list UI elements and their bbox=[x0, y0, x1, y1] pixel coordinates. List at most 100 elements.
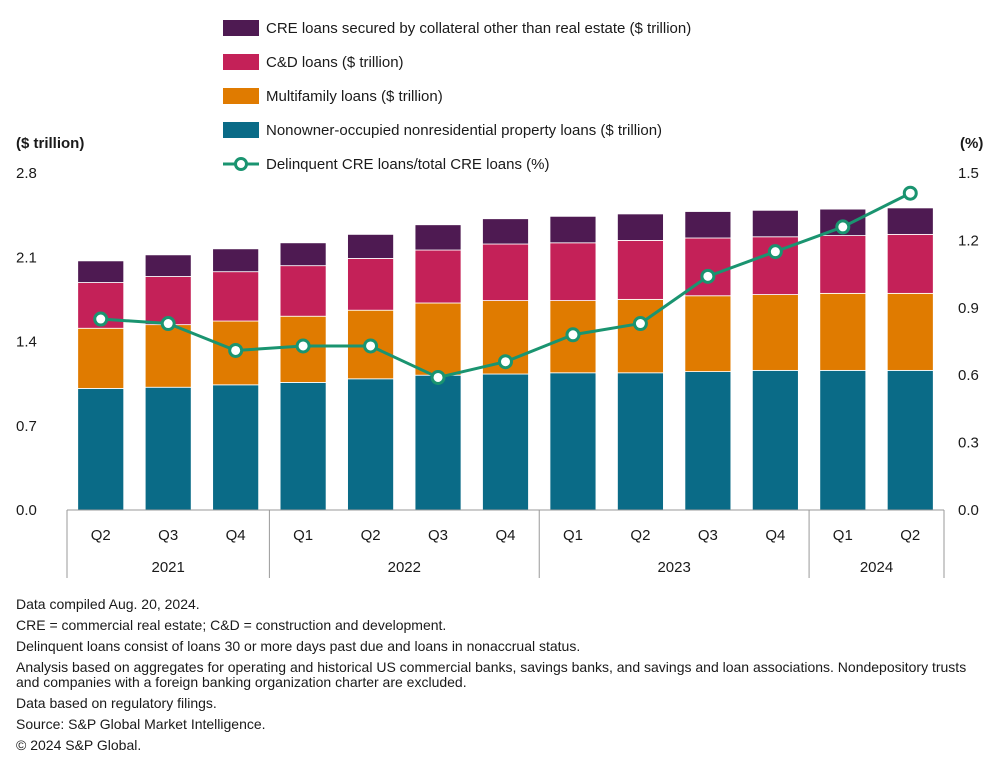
delinquency-point bbox=[498, 354, 513, 370]
bar-segment bbox=[684, 371, 732, 511]
bar-segment bbox=[549, 215, 597, 244]
delinquency-point bbox=[632, 316, 648, 332]
delinquency-point bbox=[160, 316, 176, 332]
bar-segment bbox=[347, 378, 394, 511]
bar-segment bbox=[144, 254, 192, 277]
bar-segment bbox=[144, 386, 192, 511]
bar-segment bbox=[751, 209, 799, 238]
year-label: 2022 bbox=[388, 559, 421, 576]
note-line: Data based on regulatory filings. bbox=[16, 695, 217, 711]
bar-segment bbox=[144, 324, 192, 388]
delinquency-point bbox=[430, 369, 446, 385]
bar-segment bbox=[212, 271, 260, 322]
bar-segment bbox=[617, 372, 664, 511]
bar-segment bbox=[886, 233, 934, 294]
left-axis-unit: ($ trillion) bbox=[16, 135, 84, 152]
quarter-label: Q4 bbox=[495, 527, 515, 544]
quarter-label: Q1 bbox=[563, 527, 583, 544]
right-axis-tick: 0.0 bbox=[958, 502, 979, 519]
quarter-label: Q3 bbox=[698, 527, 718, 544]
note-line: CRE = commercial real estate; C&D = cons… bbox=[16, 617, 447, 633]
delinquency-point bbox=[835, 219, 851, 235]
bar-segment bbox=[279, 382, 327, 511]
legend-line-marker bbox=[234, 157, 248, 171]
bar-segment bbox=[77, 388, 125, 511]
quarter-label: Q2 bbox=[630, 527, 650, 544]
bar-segment bbox=[77, 260, 125, 283]
note-line: Delinquent loans consist of loans 30 or … bbox=[16, 638, 581, 654]
left-axis-tick: 0.0 bbox=[16, 502, 37, 519]
year-label: 2024 bbox=[860, 559, 893, 576]
bar-segment bbox=[684, 211, 732, 239]
right-axis-tick: 1.5 bbox=[958, 165, 979, 182]
bar-segment bbox=[212, 384, 260, 511]
legend-swatch bbox=[223, 54, 259, 70]
left-axis-tick: 1.4 bbox=[16, 334, 37, 351]
legend-label: CRE loans secured by collateral other th… bbox=[266, 20, 691, 37]
legend-swatch bbox=[223, 88, 259, 104]
bar-segment bbox=[751, 369, 799, 511]
note-line: © 2024 S&P Global. bbox=[16, 737, 142, 753]
bar-segment bbox=[886, 369, 934, 511]
bar-segment bbox=[279, 242, 327, 267]
right-axis-unit: (%) bbox=[960, 135, 983, 152]
bar-segment bbox=[482, 373, 529, 511]
right-axis-tick: 0.3 bbox=[958, 435, 979, 452]
note-line: Source: S&P Global Market Intelligence. bbox=[16, 716, 266, 732]
quarter-label: Q1 bbox=[293, 527, 313, 544]
delinquency-line bbox=[93, 185, 918, 385]
quarter-label: Q2 bbox=[900, 527, 920, 544]
delinquency-point bbox=[902, 185, 918, 201]
bar-segment bbox=[212, 248, 260, 273]
stacked-bars bbox=[77, 207, 934, 511]
delinquency-point bbox=[767, 244, 783, 260]
bar-segment bbox=[886, 292, 934, 371]
delinquency-point bbox=[93, 311, 109, 327]
right-axis-tick: 1.2 bbox=[958, 232, 979, 249]
x-axis: Q2 Q3 Q4 Q1 Q2 Q3 Q4 Q1 Q2 Q3 Q4 Q1 Q2 2021 2022 2023 20… bbox=[66, 509, 945, 578]
legend-label: Multifamily loans ($ trillion) bbox=[266, 88, 443, 105]
bar-segment bbox=[549, 242, 597, 301]
legend-swatch bbox=[223, 122, 259, 138]
quarter-label: Q2 bbox=[91, 527, 111, 544]
bar-segment bbox=[819, 369, 867, 511]
bar-segment bbox=[414, 374, 462, 511]
bar-segment bbox=[482, 243, 529, 301]
bar-segment bbox=[751, 294, 799, 371]
bar-segment bbox=[414, 224, 462, 251]
quarter-label: Q3 bbox=[428, 527, 448, 544]
delinquency-point bbox=[363, 338, 379, 354]
legend-label: Nonowner-occupied nonresidential propert… bbox=[266, 122, 662, 139]
bar-segment bbox=[77, 327, 125, 389]
bar-segment bbox=[347, 258, 394, 311]
quarter-label: Q2 bbox=[361, 527, 381, 544]
bar-segment bbox=[617, 239, 664, 300]
right-axis-tick: 0.9 bbox=[958, 300, 979, 317]
note-line: Data compiled Aug. 20, 2024. bbox=[16, 596, 200, 612]
quarter-label: Q4 bbox=[765, 527, 785, 544]
bar-segment bbox=[347, 233, 394, 259]
bar-segment bbox=[549, 372, 597, 511]
left-axis-tick: 0.7 bbox=[16, 418, 37, 435]
bar-segment bbox=[819, 292, 867, 371]
bar-segment bbox=[279, 265, 327, 317]
quarter-label: Q3 bbox=[158, 527, 178, 544]
delinquency-point bbox=[700, 268, 716, 284]
bar-segment bbox=[617, 298, 664, 374]
delinquency-point bbox=[565, 327, 581, 343]
bar-segment bbox=[414, 249, 462, 304]
legend-label: Delinquent CRE loans/total CRE loans (%) bbox=[266, 156, 549, 173]
delinquency-point bbox=[228, 342, 244, 358]
bar-segment bbox=[414, 302, 462, 376]
bar-segment bbox=[886, 207, 934, 235]
left-axis-tick: 2.1 bbox=[16, 249, 37, 266]
year-label: 2021 bbox=[152, 559, 185, 576]
legend-swatch bbox=[223, 20, 259, 36]
quarter-label: Q1 bbox=[833, 527, 853, 544]
bar-segment bbox=[819, 235, 867, 294]
chart-axes: 0.0 0.7 1.4 2.1 2.8 0.0 0.3 0.6 0.9 1.2 1.5 bbox=[16, 165, 979, 519]
year-label: 2023 bbox=[657, 559, 690, 576]
bar-segment bbox=[684, 295, 732, 372]
bar-segment bbox=[482, 218, 529, 245]
chart-legend: CRE loans secured by collateral other th… bbox=[223, 20, 691, 173]
